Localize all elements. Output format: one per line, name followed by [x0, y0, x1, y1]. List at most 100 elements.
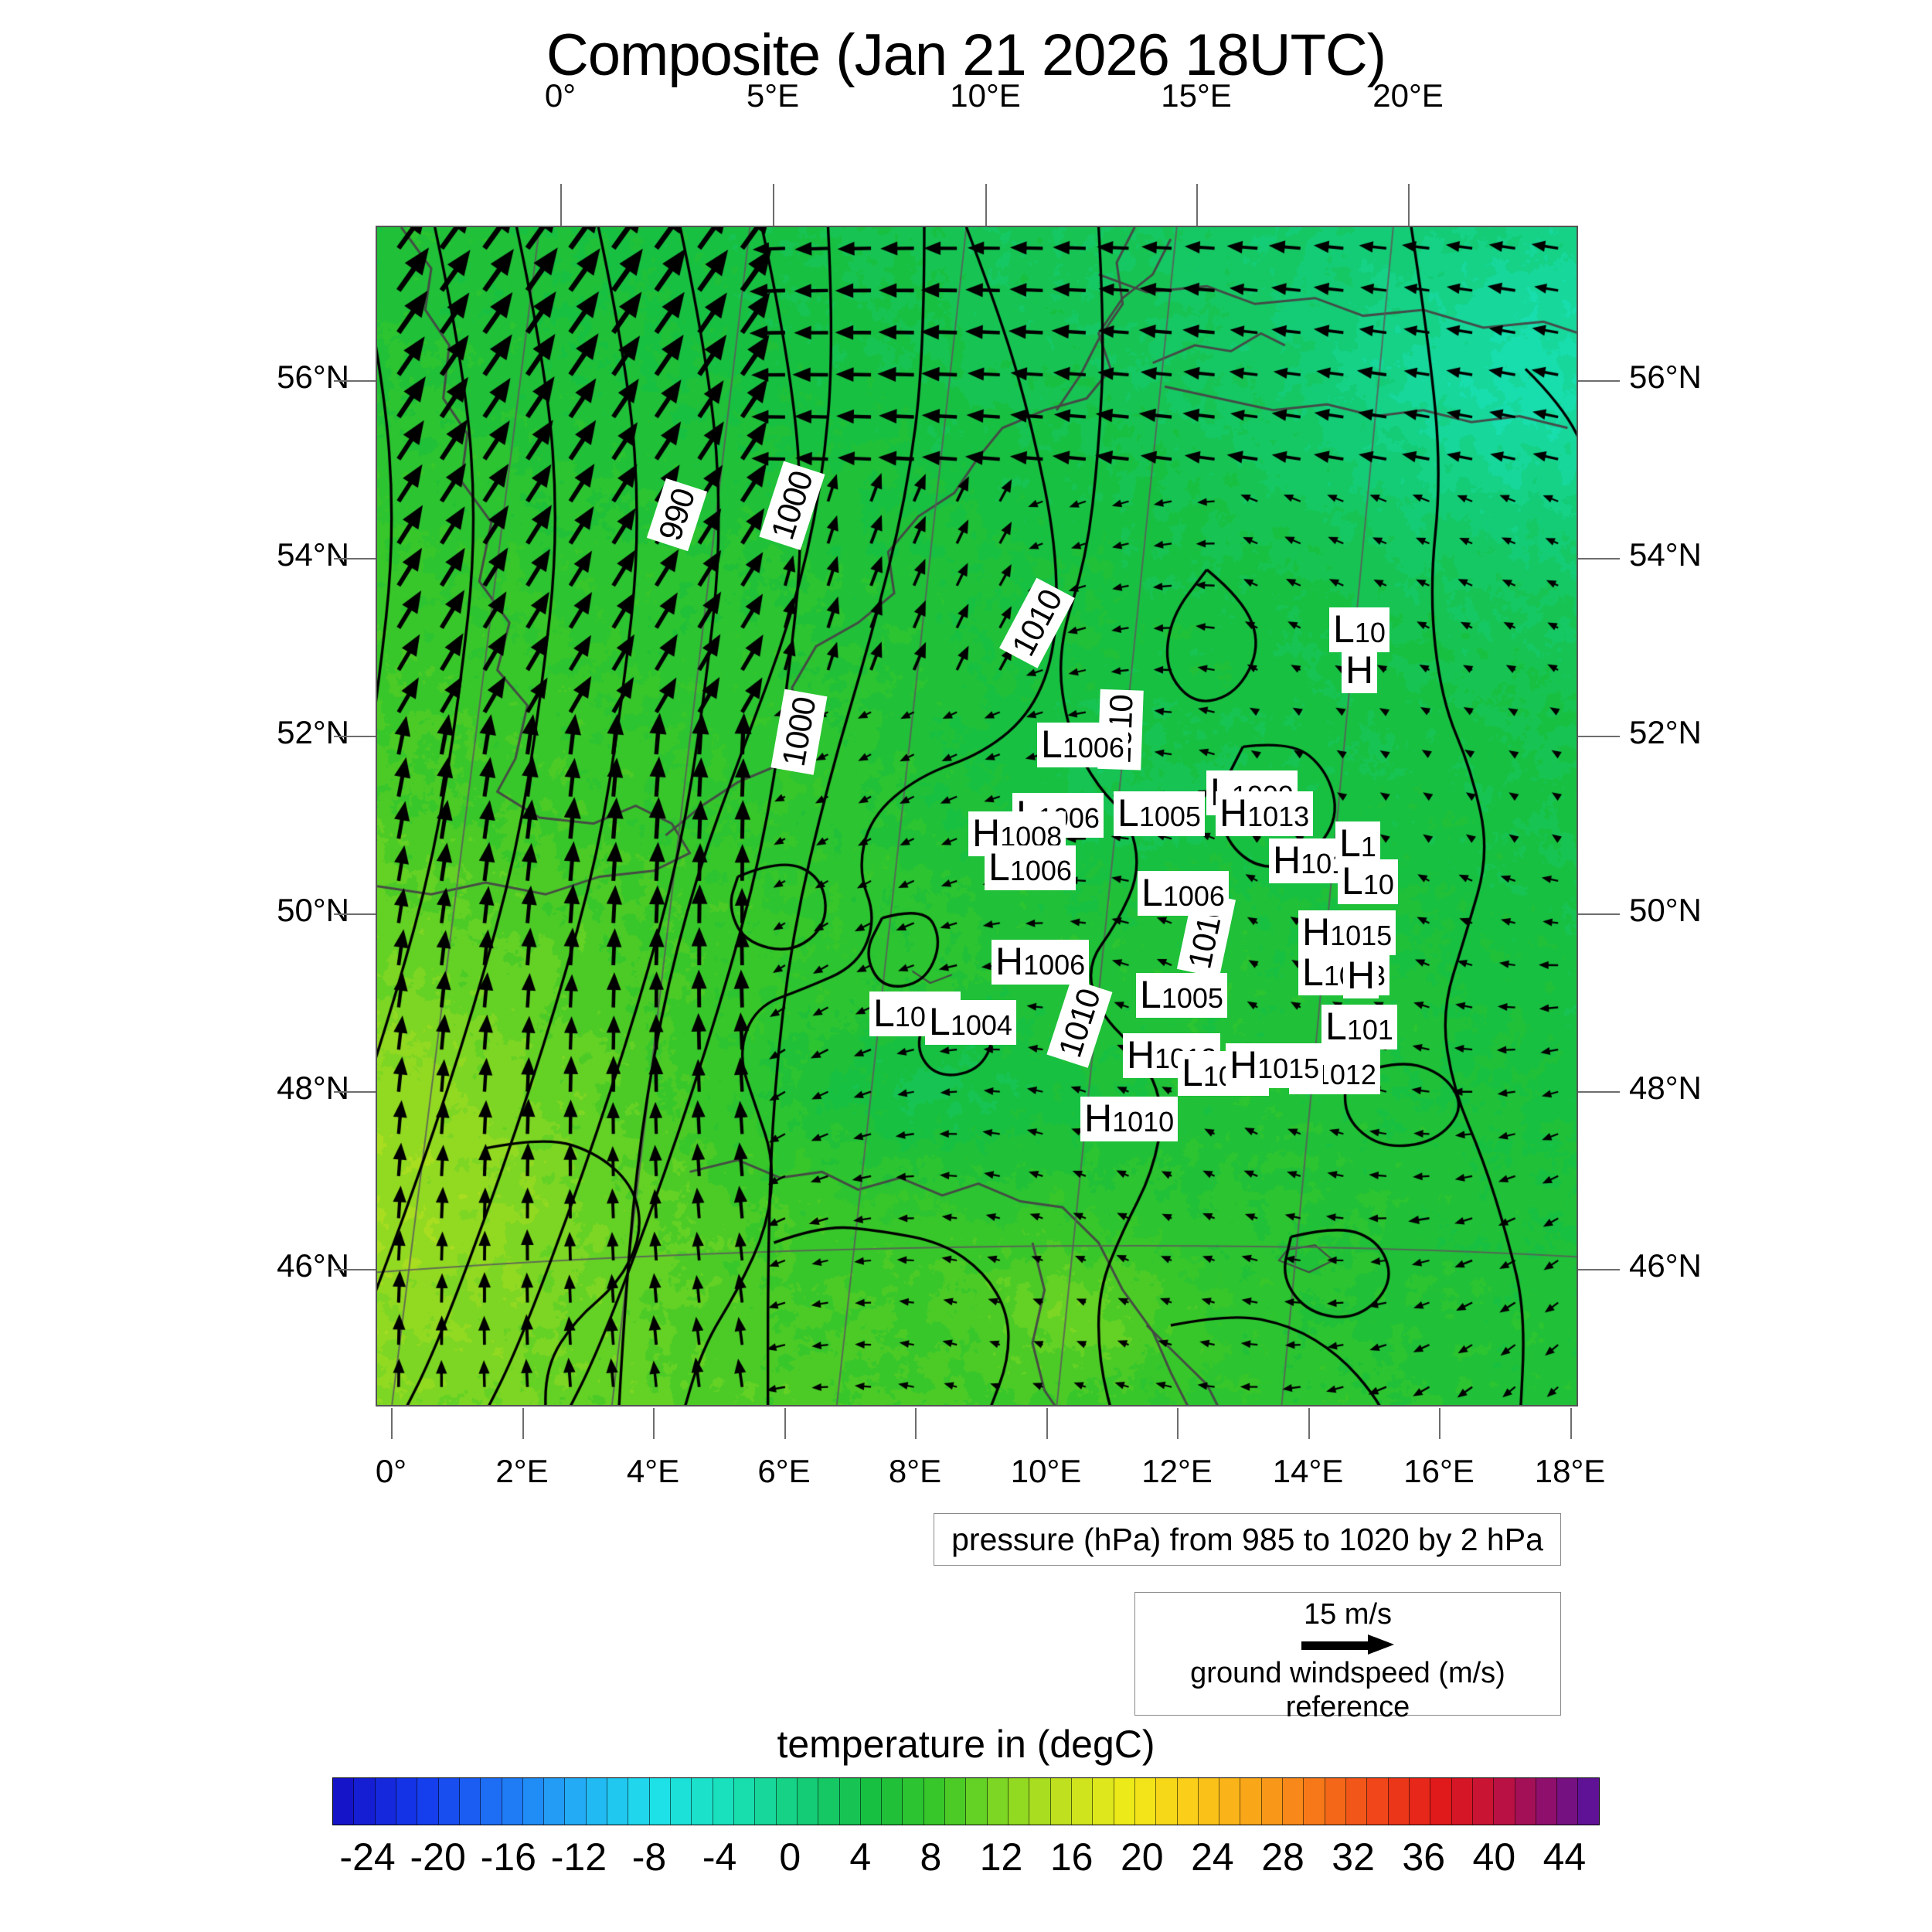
- colorbar-tick-labels: -24 -20 -16 -12 -8 -4 0 4 8 12 16 20 24 28 32 36 40 44: [332, 1835, 1600, 1881]
- colorbar-swatch: [1177, 1778, 1199, 1825]
- colorbar-swatch: [607, 1778, 629, 1825]
- colorbar-swatch: [1494, 1778, 1515, 1825]
- pressure-marker-value: 101: [1346, 1014, 1393, 1046]
- high-pressure-marker: H1013: [1216, 791, 1314, 836]
- colorbar[interactable]: [332, 1777, 1600, 1825]
- colorbar-swatch: [1283, 1778, 1304, 1825]
- axis-tick: [985, 184, 987, 226]
- page-title: Composite (Jan 21 2026 18UTC): [546, 22, 1386, 88]
- axis-tick-label: 54°N: [277, 536, 349, 573]
- colorbar-tick-label: 8: [920, 1835, 942, 1879]
- colorbar-swatch: [1409, 1778, 1431, 1825]
- colorbar-swatch: [1451, 1778, 1473, 1825]
- colorbar-tick-label: 12: [979, 1835, 1023, 1879]
- colorbar-swatch: [882, 1778, 903, 1825]
- colorbar-swatch: [1219, 1778, 1241, 1825]
- axis-tick: [391, 1408, 393, 1439]
- pressure-marker-value: 1006: [1162, 880, 1225, 912]
- axis-tick: [1196, 184, 1198, 226]
- colorbar-swatch: [923, 1778, 946, 1825]
- colorbar-tick-label: 4: [849, 1835, 872, 1879]
- colorbar-swatch: [839, 1778, 861, 1825]
- axis-tick-label: 12°E: [1141, 1453, 1213, 1489]
- colorbar-tick-label: -24: [339, 1835, 396, 1879]
- wind-reference-legend: 15 m/s ground windspeed (m/s) reference: [1134, 1592, 1561, 1723]
- colorbar-swatch: [438, 1778, 460, 1825]
- axis-tick-label: 16°E: [1403, 1453, 1475, 1489]
- colorbar-tick-label: 24: [1191, 1835, 1234, 1879]
- pressure-marker-type: H: [1347, 954, 1376, 997]
- pressure-marker-type: L: [1325, 1005, 1347, 1048]
- axis-tick: [1578, 558, 1620, 560]
- pressure-marker-value: 1006: [1009, 855, 1072, 886]
- map-plot-area[interactable]: 990100010001010101010101010L1006L1006H10…: [376, 226, 1578, 1406]
- colorbar-tick-label: 28: [1261, 1835, 1304, 1879]
- pressure-marker-value: 10: [1362, 869, 1394, 900]
- axis-tick: [334, 913, 376, 915]
- low-pressure-marker: L10: [1329, 607, 1389, 652]
- low-pressure-marker: L10: [1338, 859, 1398, 904]
- colorbar-swatch: [502, 1778, 523, 1825]
- axis-tick: [1578, 1269, 1620, 1270]
- colorbar-swatch: [755, 1778, 777, 1825]
- colorbar-swatch: [1050, 1778, 1072, 1825]
- axis-tick-label: 52°N: [277, 714, 349, 750]
- axis-tick-label: 18°E: [1534, 1453, 1606, 1489]
- axis-tick-label: 4°E: [626, 1453, 680, 1489]
- colorbar-swatch: [1029, 1778, 1051, 1825]
- axis-tick-label: 46°N: [277, 1247, 349, 1284]
- colorbar-swatch: [522, 1778, 545, 1825]
- pressure-marker-type: L: [1339, 821, 1361, 865]
- colorbar-swatch: [481, 1778, 502, 1825]
- axis-tick-label: 48°N: [1629, 1070, 1702, 1106]
- axis-tick: [773, 184, 774, 226]
- colorbar-swatch: [776, 1778, 798, 1825]
- pressure-marker-type: L: [873, 992, 895, 1035]
- colorbar-swatch: [1261, 1778, 1284, 1825]
- pressure-marker-type: H: [1219, 791, 1248, 835]
- colorbar-tick-label: -12: [550, 1835, 607, 1879]
- colorbar-swatch: [459, 1778, 481, 1825]
- colorbar-swatch: [692, 1778, 713, 1825]
- pressure-marker-type: H: [995, 940, 1024, 983]
- axis-tick: [560, 184, 562, 226]
- colorbar-tick-label: 0: [779, 1835, 801, 1879]
- axis-tick-label: 56°N: [277, 359, 349, 395]
- axis-tick-label: 20°E: [1372, 77, 1444, 114]
- axis-tick: [522, 1408, 524, 1439]
- axis-tick: [334, 736, 376, 737]
- colorbar-swatch: [417, 1778, 439, 1825]
- axis-tick-label: 0°: [544, 77, 577, 114]
- colorbar-swatch: [733, 1778, 756, 1825]
- pressure-legend-text: pressure (hPa) from 985 to 1020 by 2 hPa: [951, 1522, 1543, 1557]
- colorbar-swatch: [1114, 1778, 1135, 1825]
- colorbar-swatch: [1304, 1778, 1325, 1825]
- colorbar-swatch: [1240, 1778, 1262, 1825]
- axis-tick: [1046, 1408, 1048, 1439]
- pressure-marker-type: L: [1140, 973, 1162, 1016]
- pressure-legend: pressure (hPa) from 985 to 1020 by 2 hPa: [934, 1513, 1561, 1566]
- axis-tick: [915, 1408, 917, 1439]
- low-pressure-marker: L1006: [1138, 871, 1229, 916]
- pressure-marker-type: H: [1084, 1097, 1113, 1140]
- colorbar-swatch: [797, 1778, 819, 1825]
- axis-tick-label: 14°E: [1272, 1453, 1344, 1489]
- colorbar-swatch: [1156, 1778, 1178, 1825]
- pressure-marker-type: L: [1333, 607, 1355, 651]
- axis-tick: [653, 1408, 655, 1439]
- colorbar-tick-label: -4: [702, 1835, 737, 1879]
- colorbar-swatch: [1367, 1778, 1389, 1825]
- colorbar-swatch: [1515, 1778, 1536, 1825]
- colorbar-swatch: [333, 1778, 355, 1825]
- axis-tick-label: 8°E: [888, 1453, 942, 1489]
- pressure-marker-value: 10: [1354, 617, 1386, 648]
- colorbar-swatch: [1472, 1778, 1495, 1825]
- colorbar-swatch: [396, 1778, 418, 1825]
- colorbar-tick-label: 40: [1472, 1835, 1516, 1879]
- wind-reference-value: 15 m/s: [1303, 1598, 1393, 1631]
- axis-tick: [784, 1408, 786, 1439]
- low-pressure-marker: L1005: [1114, 791, 1205, 836]
- colorbar-tick-label: 32: [1332, 1835, 1375, 1879]
- pressure-marker-value: 1006: [1023, 949, 1086, 981]
- pressure-marker-type: L: [929, 1000, 951, 1043]
